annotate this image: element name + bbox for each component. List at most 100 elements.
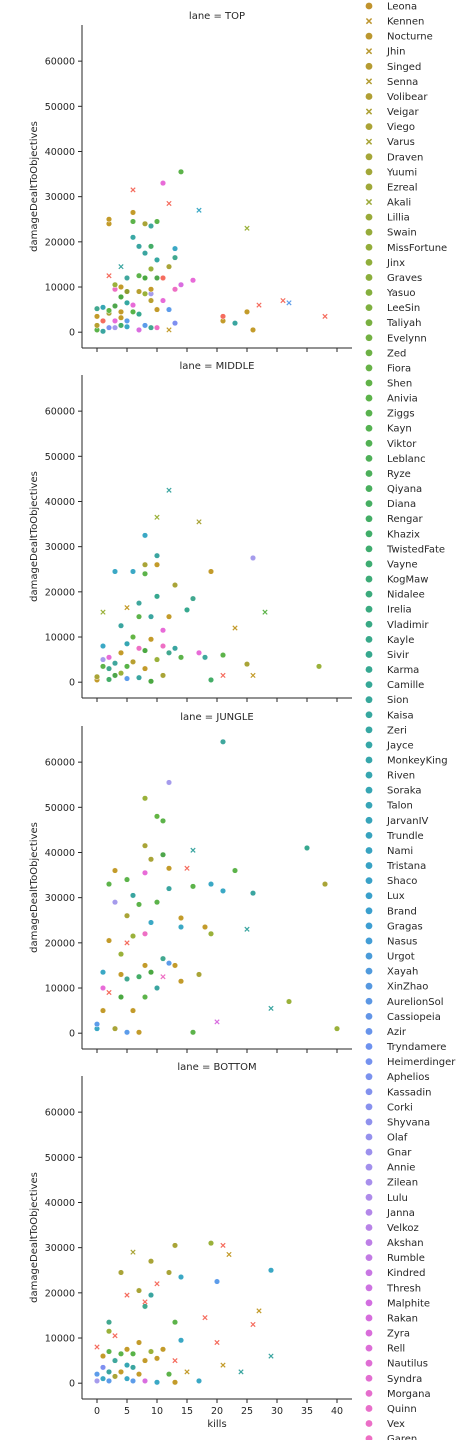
data-point	[129, 209, 137, 216]
legend-label: Shaco	[387, 876, 417, 887]
data-point	[117, 283, 125, 291]
data-point	[129, 302, 137, 309]
data-point	[171, 254, 179, 261]
legend-label: Garen	[387, 1434, 417, 1440]
legend-marker	[365, 530, 373, 538]
data-point	[123, 640, 131, 647]
y-axis-label: damageDealtToObjectives	[29, 1172, 40, 1303]
legend-item: LeeSin	[365, 303, 420, 314]
legend-label: Tryndamere	[386, 1042, 446, 1053]
legend-item: TwistedFate	[365, 544, 445, 555]
legend-label: Corki	[387, 1102, 413, 1113]
legend-label: Ezreal	[387, 182, 418, 193]
data-point	[99, 984, 107, 992]
legend-item: Gragas	[365, 921, 423, 932]
data-point	[141, 322, 149, 329]
legend-item: Leona	[365, 2, 417, 13]
legend-marker	[365, 17, 373, 25]
legend-label: Syndra	[387, 1374, 422, 1385]
data-point	[165, 885, 173, 892]
legend-label: Kennen	[387, 17, 424, 28]
data-point	[93, 305, 101, 312]
data-point	[165, 779, 173, 786]
data-point	[123, 1362, 131, 1369]
data-point	[105, 665, 113, 672]
legend-item: Rakan	[365, 1313, 418, 1324]
legend-marker	[365, 816, 373, 824]
data-point	[123, 912, 131, 919]
legend-item: Jayce	[365, 740, 414, 751]
legend-label: Lulu	[387, 1193, 408, 1204]
x-tick-label: 0	[94, 1406, 100, 1417]
legend-item: Ziggs	[365, 409, 415, 420]
data-point-cross	[160, 974, 166, 980]
data-point	[159, 817, 167, 824]
data-point-cross	[100, 609, 106, 615]
legend-label: Zed	[387, 348, 406, 359]
legend-item: Diana	[365, 499, 416, 510]
y-tick-label: 0	[69, 1029, 75, 1040]
panel-jungle: lane = JUNGLE 0 10000 20000 30000 40000 50000 6…	[29, 712, 352, 1053]
data-point	[159, 274, 167, 282]
legend-marker	[365, 1329, 373, 1337]
data-point	[117, 1368, 125, 1375]
legend-label: Volibear	[387, 92, 428, 103]
data-point	[123, 1375, 131, 1382]
legend-label: Shyvana	[387, 1117, 430, 1128]
y-axis-label: damageDealtToObjectives	[29, 121, 40, 252]
data-point-cross	[172, 1357, 178, 1364]
data-point	[141, 930, 149, 937]
legend-item: Gnar	[365, 1148, 412, 1159]
legend-label: Nautilus	[387, 1359, 428, 1370]
legend-marker	[365, 696, 373, 704]
data-point	[171, 582, 179, 589]
data-point	[141, 869, 149, 876]
legend-label: Kassadin	[387, 1087, 432, 1098]
data-point	[123, 288, 131, 295]
data-point	[93, 322, 101, 329]
data-point	[267, 1267, 275, 1274]
data-point	[135, 901, 143, 908]
legend-marker	[365, 394, 373, 402]
legend-marker	[365, 228, 373, 236]
data-point	[303, 844, 311, 852]
data-point	[129, 933, 137, 940]
legend-item: Leblanc	[365, 454, 426, 465]
legend-marker	[365, 1239, 373, 1246]
legend-item: Talon	[365, 801, 413, 812]
legend-marker	[365, 937, 373, 945]
legend-item: Zeri	[365, 725, 407, 736]
legend-marker	[365, 681, 373, 688]
data-point	[117, 293, 125, 301]
panel-title: lane = JUNGLE	[180, 712, 254, 723]
legend-label: Thresh	[386, 1283, 421, 1294]
data-point	[105, 216, 113, 223]
data-point	[117, 314, 125, 321]
legend-marker	[365, 847, 373, 854]
data-point	[165, 649, 173, 656]
legend-item: Lulu	[365, 1193, 408, 1204]
legend-marker	[365, 741, 373, 749]
data-point	[105, 881, 113, 888]
data-point	[123, 274, 131, 282]
data-point-cross	[268, 1353, 274, 1359]
legend-label: Akali	[387, 198, 411, 209]
legend-label: Rakan	[387, 1313, 418, 1324]
legend-marker	[365, 1178, 373, 1186]
data-point-cross	[130, 187, 136, 193]
data-point	[153, 593, 161, 600]
data-point	[105, 654, 113, 661]
legend-item: Kindred	[365, 1268, 425, 1279]
data-point	[99, 328, 107, 335]
legend-label: Zyra	[387, 1329, 410, 1340]
y-tick-label: 60000	[45, 758, 75, 769]
legend-marker	[365, 982, 373, 990]
data-point	[117, 951, 125, 958]
legend-item: Akshan	[365, 1238, 424, 1249]
data-point	[219, 652, 227, 659]
data-point-cross	[214, 1019, 220, 1025]
data-point	[129, 892, 137, 899]
y-tick-label: 40000	[45, 147, 75, 158]
data-point-cross	[220, 672, 226, 679]
data-point	[249, 890, 257, 897]
